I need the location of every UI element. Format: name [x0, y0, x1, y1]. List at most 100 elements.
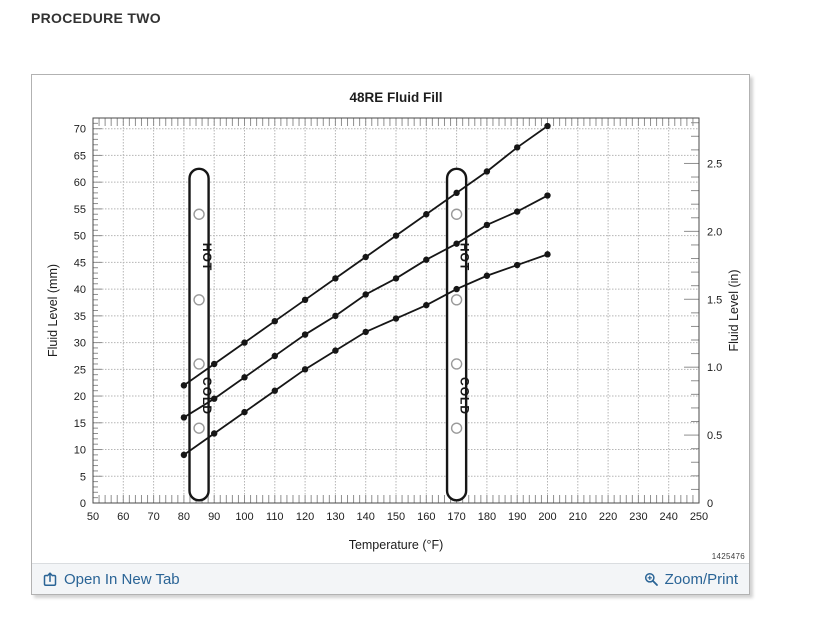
x-tick-label: 100 [235, 511, 253, 523]
dipstick-hole [450, 294, 463, 306]
zoom-print-label: Zoom/Print [664, 570, 738, 588]
hot-check-dipstick: HOT COLD [445, 167, 472, 502]
data-point [423, 211, 430, 218]
data-point [271, 387, 278, 394]
y-left-tick-label: 45 [74, 257, 86, 269]
y-left-tick-label: 10 [74, 445, 86, 457]
open-in-new-tab-link[interactable]: Open In New Tab [43, 571, 180, 588]
y-left-tick-label: 60 [74, 177, 86, 189]
y-left-tick-label: 5 [80, 471, 86, 483]
x-tick-label: 130 [326, 511, 344, 523]
data-point [332, 347, 339, 354]
dipstick-hot-label: HOT [458, 243, 472, 271]
x-tick-label: 190 [508, 511, 526, 523]
panel-footer: Open In New Tab Zoom/Print [32, 563, 749, 594]
page-title: PROCEDURE TWO [31, 10, 161, 26]
data-point [180, 414, 188, 421]
y-right-tick-label: 0 [707, 498, 713, 510]
data-point [362, 328, 369, 336]
chart-title: 48RE Fluid Fill [349, 90, 442, 105]
data-point [544, 251, 551, 258]
data-point [514, 261, 521, 269]
x-tick-label: 160 [417, 511, 435, 523]
dipstick-hole [193, 422, 205, 434]
data-point [271, 317, 278, 325]
data-point [211, 360, 218, 368]
x-tick-label: 180 [478, 511, 496, 523]
y-right-tick-label: 1.5 [707, 294, 722, 306]
y-left-tick-label: 40 [74, 284, 86, 296]
x-tick-label: 230 [629, 511, 647, 523]
data-point [301, 331, 309, 338]
data-point [423, 256, 430, 263]
dipstick-hole [450, 208, 463, 220]
open-in-new-tab-label: Open In New Tab [64, 570, 180, 588]
y-axis-left-label: Fluid Level (mm) [46, 264, 60, 357]
data-point [180, 451, 188, 459]
dipstick-hole [193, 358, 205, 370]
dipstick-hot-label: HOT [200, 243, 214, 271]
y-axis-right-label: Fluid Level (in) [727, 270, 741, 352]
x-tick-label: 210 [569, 511, 587, 523]
x-tick-label: 220 [599, 511, 617, 523]
data-point [514, 144, 521, 151]
data-point [423, 301, 430, 309]
figure-number: 1425476 [711, 552, 745, 561]
y-left-tick-label: 55 [74, 204, 86, 216]
data-point [544, 122, 551, 130]
y-left-tick-label: 30 [74, 338, 86, 350]
x-tick-label: 150 [387, 511, 405, 523]
data-point [392, 315, 400, 322]
data-point [483, 221, 491, 229]
dipstick-hole [450, 358, 463, 370]
figure-panel: 48RE Fluid Fill HOT COLD HOT COLD 50 60 70 80 90 1… [31, 74, 750, 595]
data-point [483, 168, 491, 175]
x-tick-label: 120 [296, 511, 314, 523]
data-point [514, 208, 521, 215]
gridlines [93, 118, 699, 503]
data-point [362, 291, 369, 298]
y-right-tick-label: 1.0 [707, 362, 722, 374]
x-tick-label: 250 [690, 511, 708, 523]
data-point [544, 192, 551, 199]
data-point [180, 382, 188, 389]
data-point [453, 189, 460, 197]
y-left-tick-label: 0 [80, 498, 86, 510]
x-tick-label: 140 [357, 511, 375, 523]
y-left-tick-label: 50 [74, 231, 86, 243]
x-axis-label: Temperature (°F) [349, 538, 444, 552]
x-tick-label: 110 [266, 511, 284, 523]
data-point [392, 232, 400, 239]
data-point [301, 296, 309, 304]
y-right-tick-label: 2.5 [707, 158, 722, 170]
y-left-tick-label: 15 [74, 418, 86, 430]
x-tick-label: 50 [87, 511, 99, 523]
x-tick-label: 60 [117, 511, 129, 523]
x-tick-label: 200 [538, 511, 556, 523]
data-point [241, 408, 248, 416]
chart-area: 48RE Fluid Fill HOT COLD HOT COLD 50 60 70 80 90 1… [32, 75, 749, 563]
open-in-new-tab-icon [43, 571, 57, 586]
dipstick-cold-label: COLD [200, 377, 214, 415]
series-middle-curve [180, 192, 551, 421]
tick-labels: 50 60 70 80 90 100 110 120 130 140 150 160 170 180 190… [74, 124, 723, 523]
dipstick-cold-label: COLD [458, 377, 472, 415]
zoom-print-link[interactable]: Zoom/Print [644, 571, 738, 588]
y-right-tick-label: 2.0 [707, 226, 722, 238]
y-left-tick-label: 35 [74, 311, 86, 323]
x-tick-label: 90 [208, 511, 220, 523]
x-tick-label: 240 [660, 511, 678, 523]
data-point [332, 275, 339, 282]
x-tick-label: 70 [147, 511, 159, 523]
series-upper-curve [180, 122, 551, 389]
y-left-tick-label: 65 [74, 150, 86, 162]
data-point [392, 275, 400, 282]
x-tick-label: 80 [178, 511, 190, 523]
dipstick-hole [193, 294, 205, 306]
data-point [271, 352, 278, 360]
data-point [362, 253, 369, 261]
data-point [241, 339, 248, 346]
dipstick-hole [193, 208, 205, 220]
data-point [453, 285, 460, 293]
minor-ticks [93, 118, 699, 503]
